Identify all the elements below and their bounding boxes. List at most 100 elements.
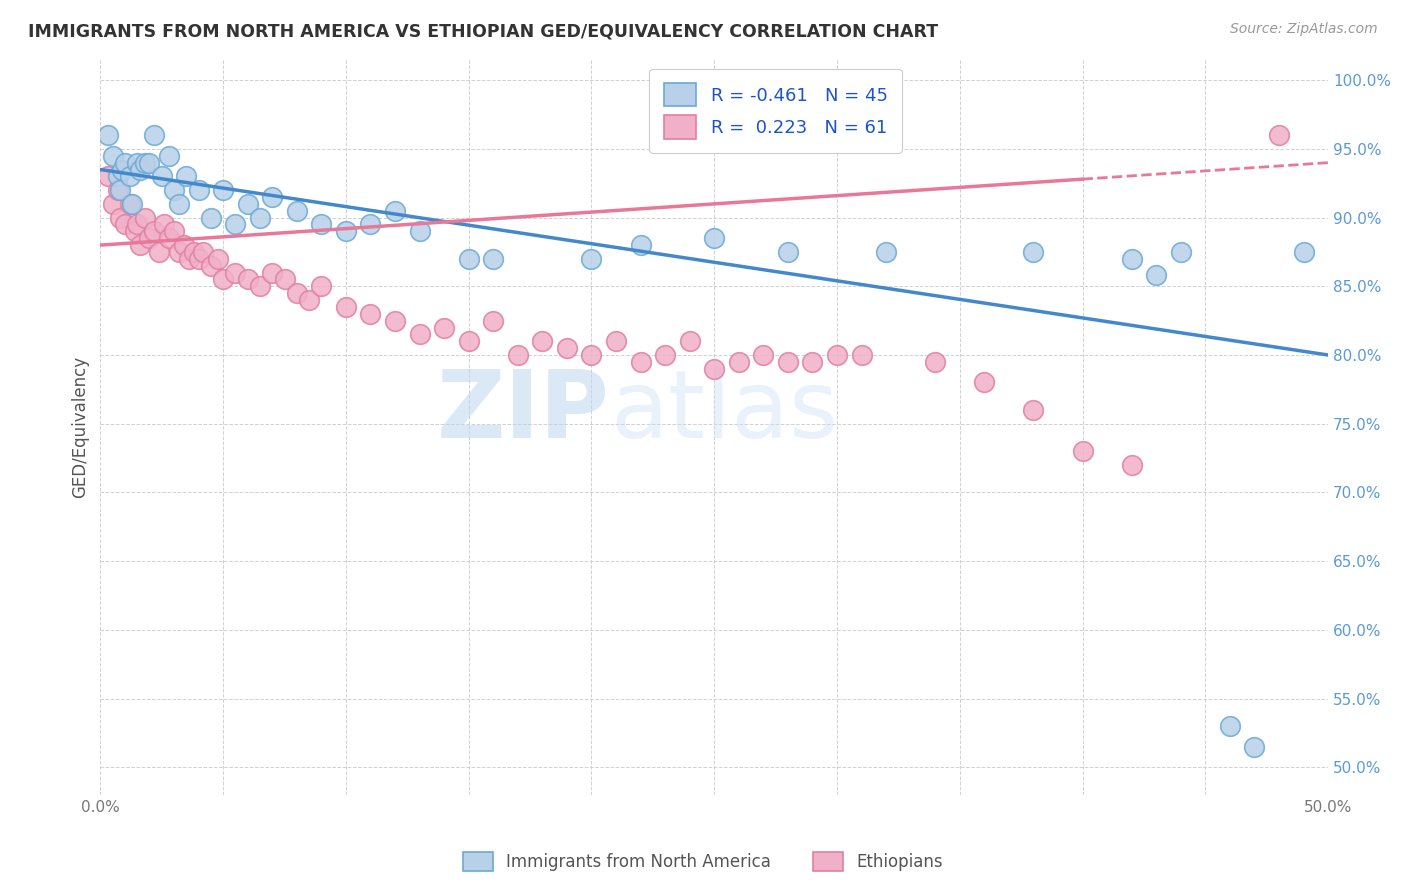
Point — [776, 355, 799, 369]
Legend: Immigrants from North America, Ethiopians: Immigrants from North America, Ethiopian… — [454, 843, 952, 880]
Point — [101, 197, 124, 211]
Point — [187, 183, 209, 197]
Point — [183, 244, 205, 259]
Point — [776, 244, 799, 259]
Point — [224, 266, 246, 280]
Point — [187, 252, 209, 266]
Point — [482, 313, 505, 327]
Point — [138, 231, 160, 245]
Text: Source: ZipAtlas.com: Source: ZipAtlas.com — [1230, 22, 1378, 37]
Point — [1292, 244, 1315, 259]
Point — [249, 211, 271, 225]
Point — [193, 244, 215, 259]
Text: atlas: atlas — [610, 367, 838, 458]
Point — [1243, 739, 1265, 754]
Point — [555, 341, 578, 355]
Point — [262, 190, 284, 204]
Point — [825, 348, 848, 362]
Point — [1219, 719, 1241, 733]
Point — [163, 224, 186, 238]
Point — [1144, 268, 1167, 283]
Point — [630, 238, 652, 252]
Point — [973, 376, 995, 390]
Point — [1022, 244, 1045, 259]
Point — [273, 272, 295, 286]
Point — [224, 218, 246, 232]
Point — [703, 231, 725, 245]
Point — [207, 252, 229, 266]
Point — [285, 286, 308, 301]
Point — [143, 128, 166, 143]
Point — [1121, 252, 1143, 266]
Point — [654, 348, 676, 362]
Point — [134, 211, 156, 225]
Point — [1268, 128, 1291, 143]
Point — [384, 313, 406, 327]
Point — [359, 307, 381, 321]
Point — [134, 155, 156, 169]
Point — [1071, 444, 1094, 458]
Point — [153, 218, 176, 232]
Point — [262, 266, 284, 280]
Point — [128, 238, 150, 252]
Point — [127, 155, 149, 169]
Point — [107, 183, 129, 197]
Point — [163, 183, 186, 197]
Point — [118, 197, 141, 211]
Point — [200, 211, 222, 225]
Point — [335, 224, 357, 238]
Point — [249, 279, 271, 293]
Point — [703, 361, 725, 376]
Point — [108, 211, 131, 225]
Point — [1170, 244, 1192, 259]
Point — [97, 128, 120, 143]
Point — [1121, 458, 1143, 472]
Point — [457, 252, 479, 266]
Point — [114, 218, 136, 232]
Point — [177, 252, 200, 266]
Point — [531, 334, 554, 349]
Point — [408, 327, 430, 342]
Point — [167, 244, 190, 259]
Point — [111, 162, 134, 177]
Point — [150, 169, 173, 184]
Point — [311, 218, 333, 232]
Y-axis label: GED/Equivalency: GED/Equivalency — [72, 356, 89, 499]
Point — [108, 183, 131, 197]
Point — [212, 272, 235, 286]
Point — [212, 183, 235, 197]
Point — [581, 252, 603, 266]
Point — [138, 155, 160, 169]
Point — [875, 244, 897, 259]
Point — [176, 169, 198, 184]
Point — [605, 334, 627, 349]
Point — [143, 224, 166, 238]
Point — [335, 300, 357, 314]
Point — [457, 334, 479, 349]
Point — [101, 149, 124, 163]
Point — [236, 272, 259, 286]
Point — [851, 348, 873, 362]
Legend: R = -0.461   N = 45, R =  0.223   N = 61: R = -0.461 N = 45, R = 0.223 N = 61 — [650, 69, 903, 153]
Point — [107, 169, 129, 184]
Point — [311, 279, 333, 293]
Point — [118, 169, 141, 184]
Point — [97, 169, 120, 184]
Point — [359, 218, 381, 232]
Text: IMMIGRANTS FROM NORTH AMERICA VS ETHIOPIAN GED/EQUIVALENCY CORRELATION CHART: IMMIGRANTS FROM NORTH AMERICA VS ETHIOPI… — [28, 22, 938, 40]
Point — [167, 197, 190, 211]
Point — [581, 348, 603, 362]
Text: ZIP: ZIP — [437, 367, 610, 458]
Point — [148, 244, 170, 259]
Point — [285, 203, 308, 218]
Point — [801, 355, 824, 369]
Point — [173, 238, 195, 252]
Point — [157, 149, 180, 163]
Point — [924, 355, 946, 369]
Point — [727, 355, 749, 369]
Point — [127, 218, 149, 232]
Point — [506, 348, 529, 362]
Point — [679, 334, 702, 349]
Point — [157, 231, 180, 245]
Point — [408, 224, 430, 238]
